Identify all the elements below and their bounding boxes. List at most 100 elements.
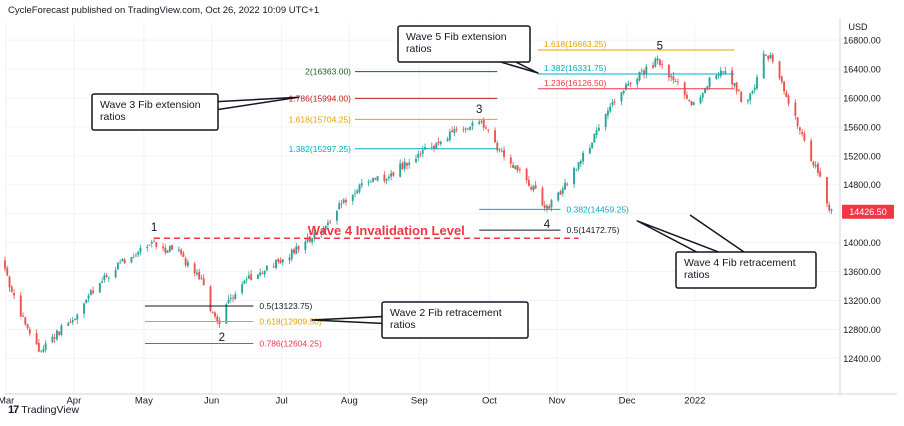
wave-label: 3 <box>476 104 482 116</box>
candle-body <box>265 265 268 271</box>
candle-body <box>670 76 673 78</box>
candle-body <box>98 283 101 293</box>
candle-body <box>701 93 704 98</box>
candle-body <box>503 150 506 157</box>
candle-body <box>279 260 282 264</box>
candle-body <box>419 153 422 155</box>
tradingview-logo-icon: 17 <box>8 404 19 416</box>
candle-body <box>153 241 155 242</box>
candle-body <box>466 128 469 130</box>
candle-body <box>415 158 417 163</box>
callout-text: Wave 2 Fib retracement <box>390 307 502 319</box>
candle-body <box>35 332 38 345</box>
x-tick-label: Apr <box>66 395 81 406</box>
candle-body <box>688 99 691 101</box>
fib-level-label: 1.382(16331.75) <box>544 63 607 73</box>
candle-body <box>58 331 61 335</box>
candle-body <box>202 278 205 286</box>
candle-body <box>604 114 607 128</box>
candle-body <box>171 245 174 250</box>
candle-body <box>356 190 359 194</box>
x-tick-label: Jun <box>204 395 219 406</box>
candle-body <box>582 152 585 162</box>
x-tick-label: Sep <box>411 395 428 406</box>
candle-body <box>597 127 600 131</box>
candle-body <box>778 61 781 79</box>
candle-body <box>749 93 752 101</box>
candle-body <box>150 242 153 244</box>
candle-body <box>329 221 332 223</box>
candle-body <box>392 172 395 176</box>
candle-body <box>67 322 70 326</box>
candle-body <box>28 329 31 334</box>
candle-body <box>177 249 180 251</box>
candle-body <box>338 203 341 210</box>
y-tick-label: 15600.00 <box>843 122 881 132</box>
candle-body <box>211 311 214 313</box>
candle-body <box>672 76 675 81</box>
candle-body <box>232 297 235 299</box>
candle-body <box>275 260 277 268</box>
candle-body <box>692 102 695 105</box>
x-tick-label: Aug <box>341 395 358 406</box>
candle-body <box>383 174 386 182</box>
candle-body <box>354 193 356 195</box>
fib-level-label: 0.618(12909.50) <box>259 316 322 326</box>
callout-fill <box>677 253 815 287</box>
candle-body <box>408 162 411 165</box>
candle-body <box>401 163 404 170</box>
candle-body <box>259 272 262 276</box>
candle-body <box>83 303 85 314</box>
y-tick-label: 12800.00 <box>843 325 881 335</box>
candle-body <box>433 145 435 149</box>
candle-body <box>55 330 58 340</box>
candle-body <box>369 181 372 183</box>
wave-label: 1 <box>151 222 157 234</box>
candle-body <box>89 290 92 296</box>
fib-level-label: 1.236(16126.50) <box>544 78 607 88</box>
candle-body <box>518 169 521 170</box>
fib-levels: 2(16363.00) 1.786(15994.00) 1.618(15704.25… <box>145 39 735 349</box>
candle-body <box>351 194 354 201</box>
candle-body <box>803 133 806 141</box>
y-tick-label: 12400.00 <box>843 354 881 364</box>
candle-body <box>22 315 25 317</box>
candle-body <box>198 271 201 280</box>
fib-level-label: 0.382(14459.25) <box>567 204 630 214</box>
y-tick-label: 14000.00 <box>843 238 881 248</box>
candle-body <box>439 141 442 145</box>
candle-body <box>430 146 433 148</box>
y-tick-label: 16400.00 <box>843 65 881 75</box>
candle-body <box>387 176 390 179</box>
candle-body <box>593 133 596 143</box>
candle-body <box>532 186 535 191</box>
candle-body <box>8 276 11 288</box>
y-tick-label: 16800.00 <box>843 36 881 46</box>
candle-body <box>345 200 347 203</box>
candle-body <box>277 259 280 262</box>
candle-body <box>740 91 743 103</box>
candle-body <box>794 102 797 116</box>
candle-body <box>706 86 709 89</box>
candle-body <box>636 78 639 85</box>
candle-body <box>399 163 402 177</box>
fib-level-label: 1.786(15994.00) <box>289 93 352 103</box>
candle-body <box>162 246 165 249</box>
candle-body <box>308 236 311 242</box>
candle-body <box>250 274 253 281</box>
y-tick-label: 16000.00 <box>843 93 881 103</box>
candle-body <box>769 54 772 59</box>
candle-body <box>74 319 76 321</box>
candle-body <box>13 292 15 296</box>
candle-body <box>496 142 499 151</box>
candle-body <box>816 163 819 173</box>
candle-body <box>480 120 483 122</box>
candle-body <box>627 84 630 86</box>
axes: 12400.00 12800.00 13200.00 13600.00 14000.00… <box>0 18 897 406</box>
last-price-label: 14426.50 <box>849 207 887 217</box>
candle-body <box>166 250 169 253</box>
